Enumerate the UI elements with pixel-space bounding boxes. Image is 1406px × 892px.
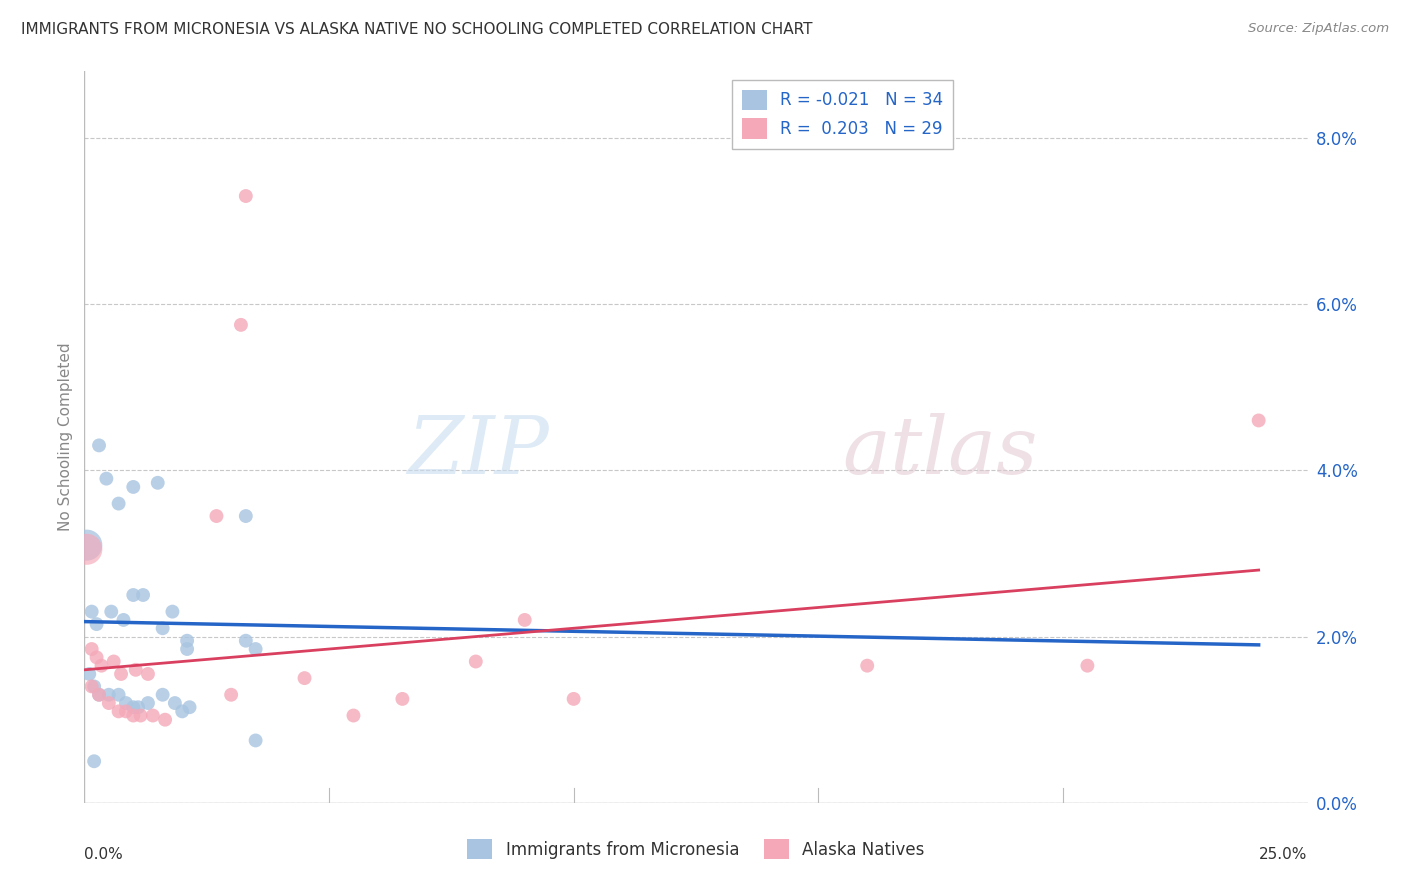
Point xyxy=(80,680,103,694)
Point xyxy=(127,700,149,714)
Point xyxy=(87,438,110,452)
Point xyxy=(97,696,120,710)
Point xyxy=(142,708,165,723)
Point xyxy=(115,696,138,710)
Point xyxy=(179,700,201,714)
Point xyxy=(80,605,103,619)
Point xyxy=(856,658,879,673)
Point xyxy=(229,318,252,332)
Point xyxy=(112,613,135,627)
Point xyxy=(513,613,536,627)
Point xyxy=(115,705,138,719)
Point xyxy=(77,667,100,681)
Text: atlas: atlas xyxy=(842,413,1038,491)
Point xyxy=(122,588,145,602)
Point xyxy=(562,692,585,706)
Legend: Immigrants from Micronesia, Alaska Natives: Immigrants from Micronesia, Alaska Nativ… xyxy=(458,830,934,868)
Point xyxy=(76,538,98,552)
Point xyxy=(1076,658,1098,673)
Point xyxy=(464,655,486,669)
Point xyxy=(110,667,132,681)
Text: 0.0%: 0.0% xyxy=(84,847,124,862)
Point xyxy=(107,705,129,719)
Text: Source: ZipAtlas.com: Source: ZipAtlas.com xyxy=(1249,22,1389,36)
Point xyxy=(86,650,108,665)
Point xyxy=(97,688,120,702)
Point xyxy=(146,475,169,490)
Point xyxy=(1247,413,1270,427)
Point xyxy=(342,708,364,723)
Point xyxy=(86,617,108,632)
Point xyxy=(235,189,257,203)
Point xyxy=(176,642,198,657)
Point xyxy=(122,480,145,494)
Point xyxy=(219,688,242,702)
Text: 25.0%: 25.0% xyxy=(1260,847,1308,862)
Point xyxy=(96,472,118,486)
Point xyxy=(152,621,174,635)
Point xyxy=(80,642,103,657)
Point xyxy=(136,667,159,681)
Point xyxy=(103,655,125,669)
Point xyxy=(83,754,105,768)
Point xyxy=(90,658,112,673)
Point xyxy=(176,633,198,648)
Point xyxy=(235,633,257,648)
Point xyxy=(294,671,316,685)
Point xyxy=(153,713,176,727)
Point xyxy=(205,509,228,524)
Point xyxy=(235,509,257,524)
Point xyxy=(163,696,186,710)
Point xyxy=(129,708,152,723)
Point xyxy=(125,663,148,677)
Point xyxy=(162,605,184,619)
Point xyxy=(122,708,145,723)
Point xyxy=(76,542,98,557)
Point xyxy=(100,605,122,619)
Point xyxy=(87,688,110,702)
Point xyxy=(83,680,105,694)
Point xyxy=(107,497,129,511)
Text: IMMIGRANTS FROM MICRONESIA VS ALASKA NATIVE NO SCHOOLING COMPLETED CORRELATION C: IMMIGRANTS FROM MICRONESIA VS ALASKA NAT… xyxy=(21,22,813,37)
Text: ZIP: ZIP xyxy=(408,413,550,491)
Point xyxy=(391,692,413,706)
Point xyxy=(245,733,267,747)
Point xyxy=(132,588,155,602)
Point xyxy=(122,700,145,714)
Point xyxy=(107,688,129,702)
Point xyxy=(245,642,267,657)
Point xyxy=(136,696,159,710)
Point xyxy=(87,688,110,702)
Point xyxy=(172,705,194,719)
Point xyxy=(152,688,174,702)
Y-axis label: No Schooling Completed: No Schooling Completed xyxy=(58,343,73,532)
